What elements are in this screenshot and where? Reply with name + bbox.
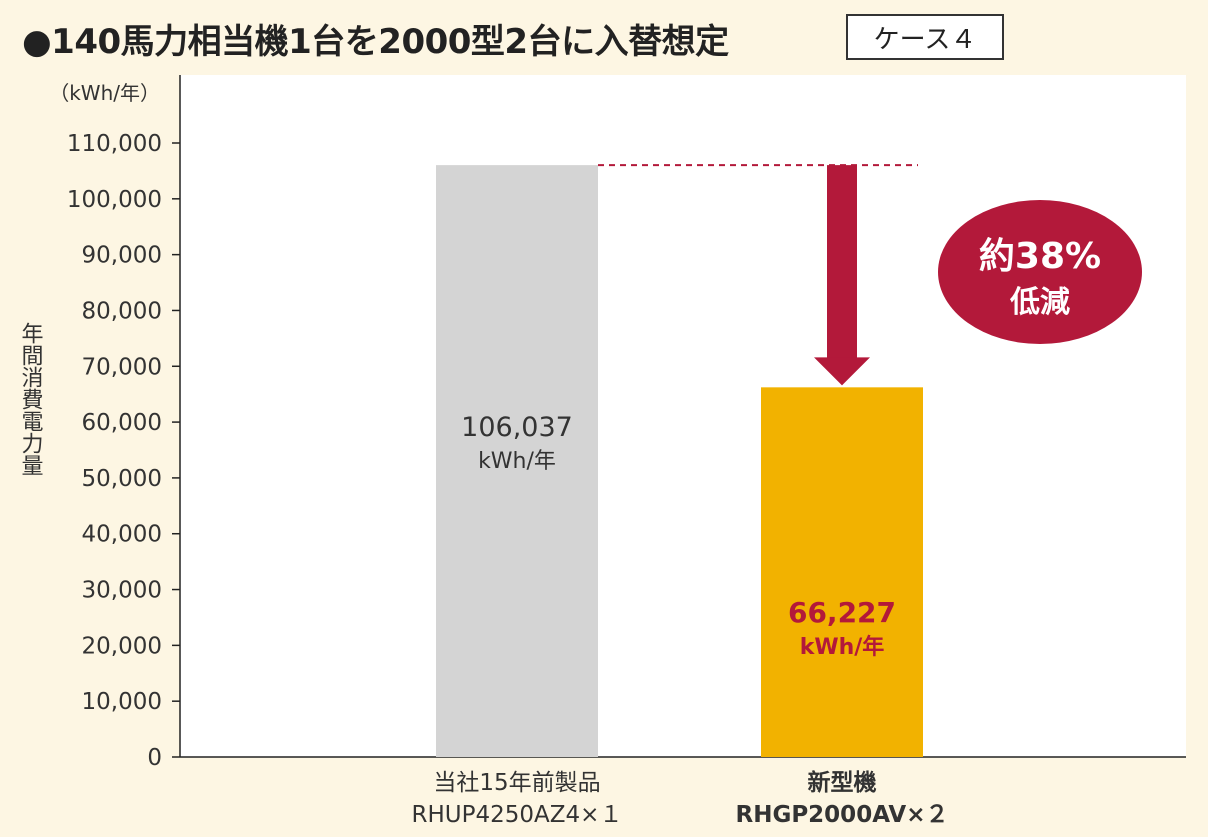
reduction-annotation: 約38% 低減 <box>598 164 1142 386</box>
page-title: ●140馬力相当機1台を2000型2台に入替想定 <box>22 22 729 62</box>
category-label: RHUP4250AZ4×１ <box>412 802 623 828</box>
reduction-percent: 約38% <box>979 236 1101 277</box>
unit-label: （kWh/年） <box>49 81 160 105</box>
case-badge: ケース４ <box>846 14 1004 60</box>
y-ticks: 0 10,000 20,000 30,000 40,000 50,000 60,000 70,… <box>67 131 180 771</box>
y-tick-label: 40,000 <box>82 522 162 548</box>
y-tick-label: 20,000 <box>82 633 162 659</box>
y-tick-label: 70,000 <box>82 354 162 380</box>
y-tick-label: 100,000 <box>67 187 162 213</box>
y-tick-label: 110,000 <box>67 131 162 157</box>
reduction-badge <box>938 200 1142 344</box>
reduction-label: 低減 <box>1009 285 1070 320</box>
bar-value-label: 106,037 <box>461 412 573 443</box>
y-tick-label: 90,000 <box>82 243 162 269</box>
bar <box>761 387 923 757</box>
y-tick-label: 30,000 <box>82 578 162 604</box>
category-label: 新型機 <box>808 769 877 796</box>
bar-value-unit: kWh/年 <box>800 634 885 660</box>
y-axis-title: 年間消費電力量 <box>18 322 44 476</box>
y-tick-label: 0 <box>147 745 162 771</box>
category-label: 当社15年前製品 <box>433 770 600 796</box>
arrow-shaft <box>827 165 857 360</box>
plot-area <box>180 75 1186 757</box>
arrow-head <box>814 357 870 386</box>
y-tick-label: 10,000 <box>82 689 162 715</box>
bar-value-unit: kWh/年 <box>478 449 556 474</box>
y-tick-label: 60,000 <box>82 410 162 436</box>
y-tick-label: 80,000 <box>82 298 162 324</box>
category-label: RHGP2000AV×２ <box>735 802 948 828</box>
bar <box>436 165 598 758</box>
y-tick-label: 50,000 <box>82 466 162 492</box>
bar-value-label: 66,227 <box>788 596 896 629</box>
